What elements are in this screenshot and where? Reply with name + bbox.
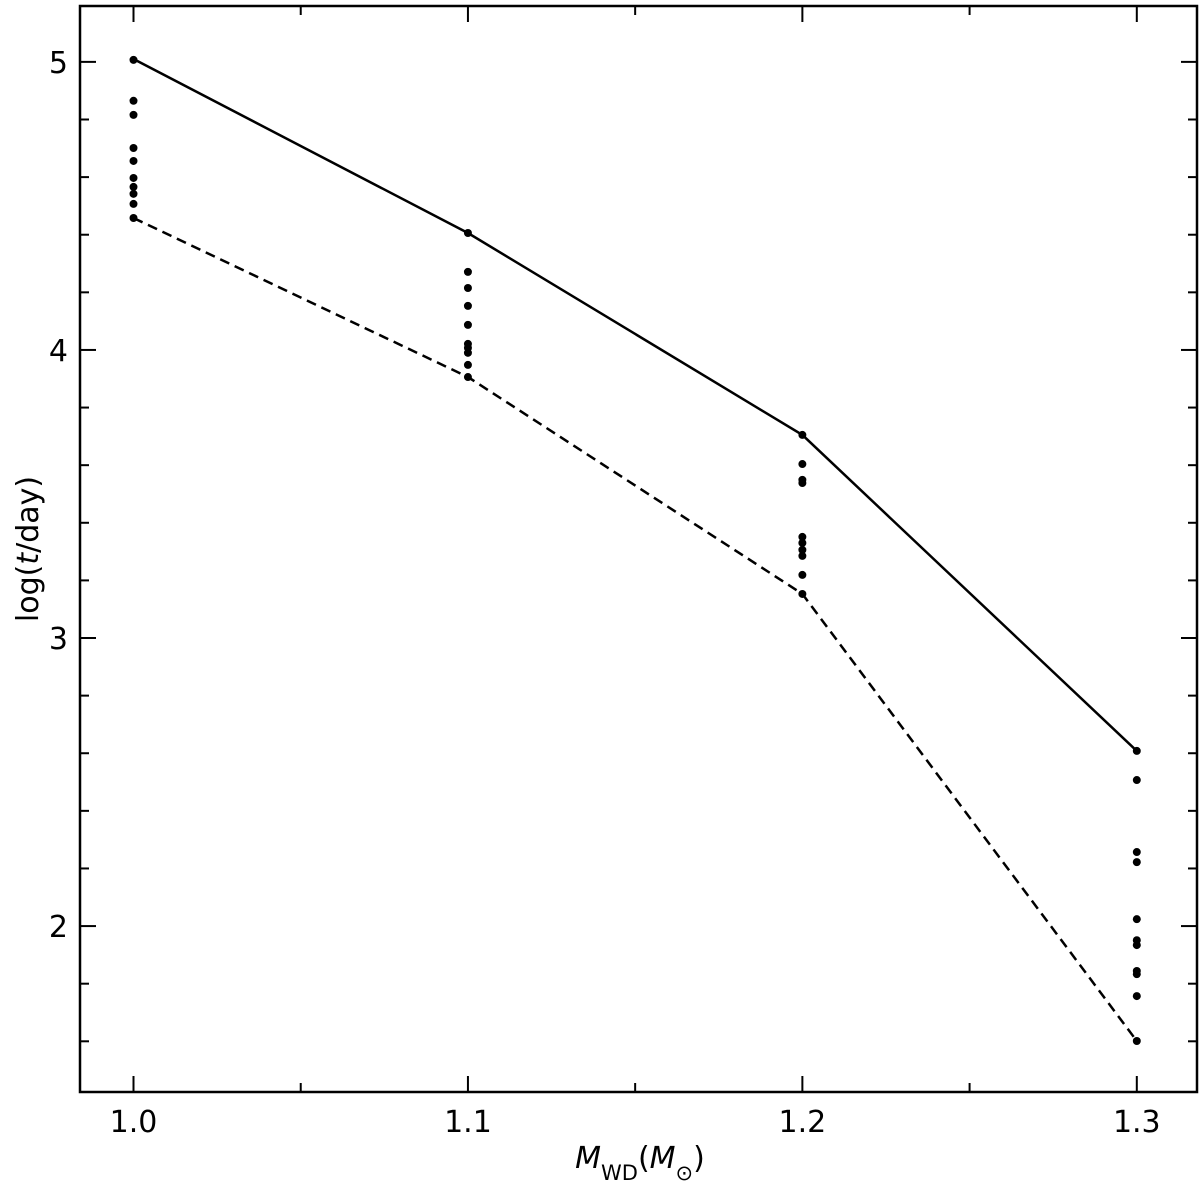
point xyxy=(1132,746,1141,755)
label-part: /day) xyxy=(11,476,46,553)
label-part: ) xyxy=(693,1141,705,1176)
point xyxy=(798,551,807,560)
point xyxy=(129,156,138,165)
x-tick-label: 1.1 xyxy=(444,1105,492,1140)
point xyxy=(1132,915,1141,924)
point xyxy=(463,320,472,329)
label-part: log( xyxy=(11,565,46,622)
point xyxy=(798,532,807,541)
point xyxy=(129,55,138,64)
point xyxy=(129,144,138,153)
point xyxy=(463,360,472,369)
point xyxy=(1132,1037,1141,1046)
point xyxy=(463,373,472,382)
point xyxy=(129,173,138,182)
point xyxy=(129,214,138,223)
point xyxy=(798,538,807,547)
point xyxy=(798,570,807,579)
point xyxy=(1132,848,1141,857)
label-part: WD xyxy=(601,1161,638,1181)
point xyxy=(1132,776,1141,785)
x-axis-label: MWD(M⊙) xyxy=(575,1141,705,1181)
y-tick-label: 5 xyxy=(49,46,68,81)
point xyxy=(798,430,807,439)
y-tick-label: 2 xyxy=(49,910,68,945)
point xyxy=(463,267,472,276)
point xyxy=(129,182,138,191)
y-tick-label: 3 xyxy=(49,622,68,657)
point xyxy=(1132,970,1141,979)
label-part: M xyxy=(650,1141,676,1176)
point xyxy=(798,460,807,469)
label-part: M xyxy=(575,1141,601,1176)
point xyxy=(463,284,472,293)
label-part: ( xyxy=(638,1141,650,1176)
label-part: ⊙ xyxy=(676,1161,694,1181)
point xyxy=(129,96,138,105)
point xyxy=(129,189,138,198)
line-series xyxy=(132,57,1138,752)
point xyxy=(798,545,807,554)
x-tick-label: 1.0 xyxy=(110,1105,158,1140)
point xyxy=(463,228,472,237)
point xyxy=(129,199,138,208)
point xyxy=(1132,941,1141,950)
x-tick-label: 1.2 xyxy=(779,1105,827,1140)
point xyxy=(798,479,807,488)
y-tick-label: 4 xyxy=(49,334,68,369)
plot-frame xyxy=(78,4,1199,1094)
point xyxy=(1132,858,1141,867)
x-tick-label: 1.3 xyxy=(1113,1105,1161,1140)
label-part: t xyxy=(11,552,46,565)
line-series xyxy=(132,216,1138,1042)
point xyxy=(1132,992,1141,1001)
point xyxy=(798,589,807,598)
point xyxy=(463,301,472,310)
point xyxy=(463,348,472,357)
y-axis-label: log(t/day) xyxy=(11,476,46,622)
point xyxy=(129,110,138,119)
